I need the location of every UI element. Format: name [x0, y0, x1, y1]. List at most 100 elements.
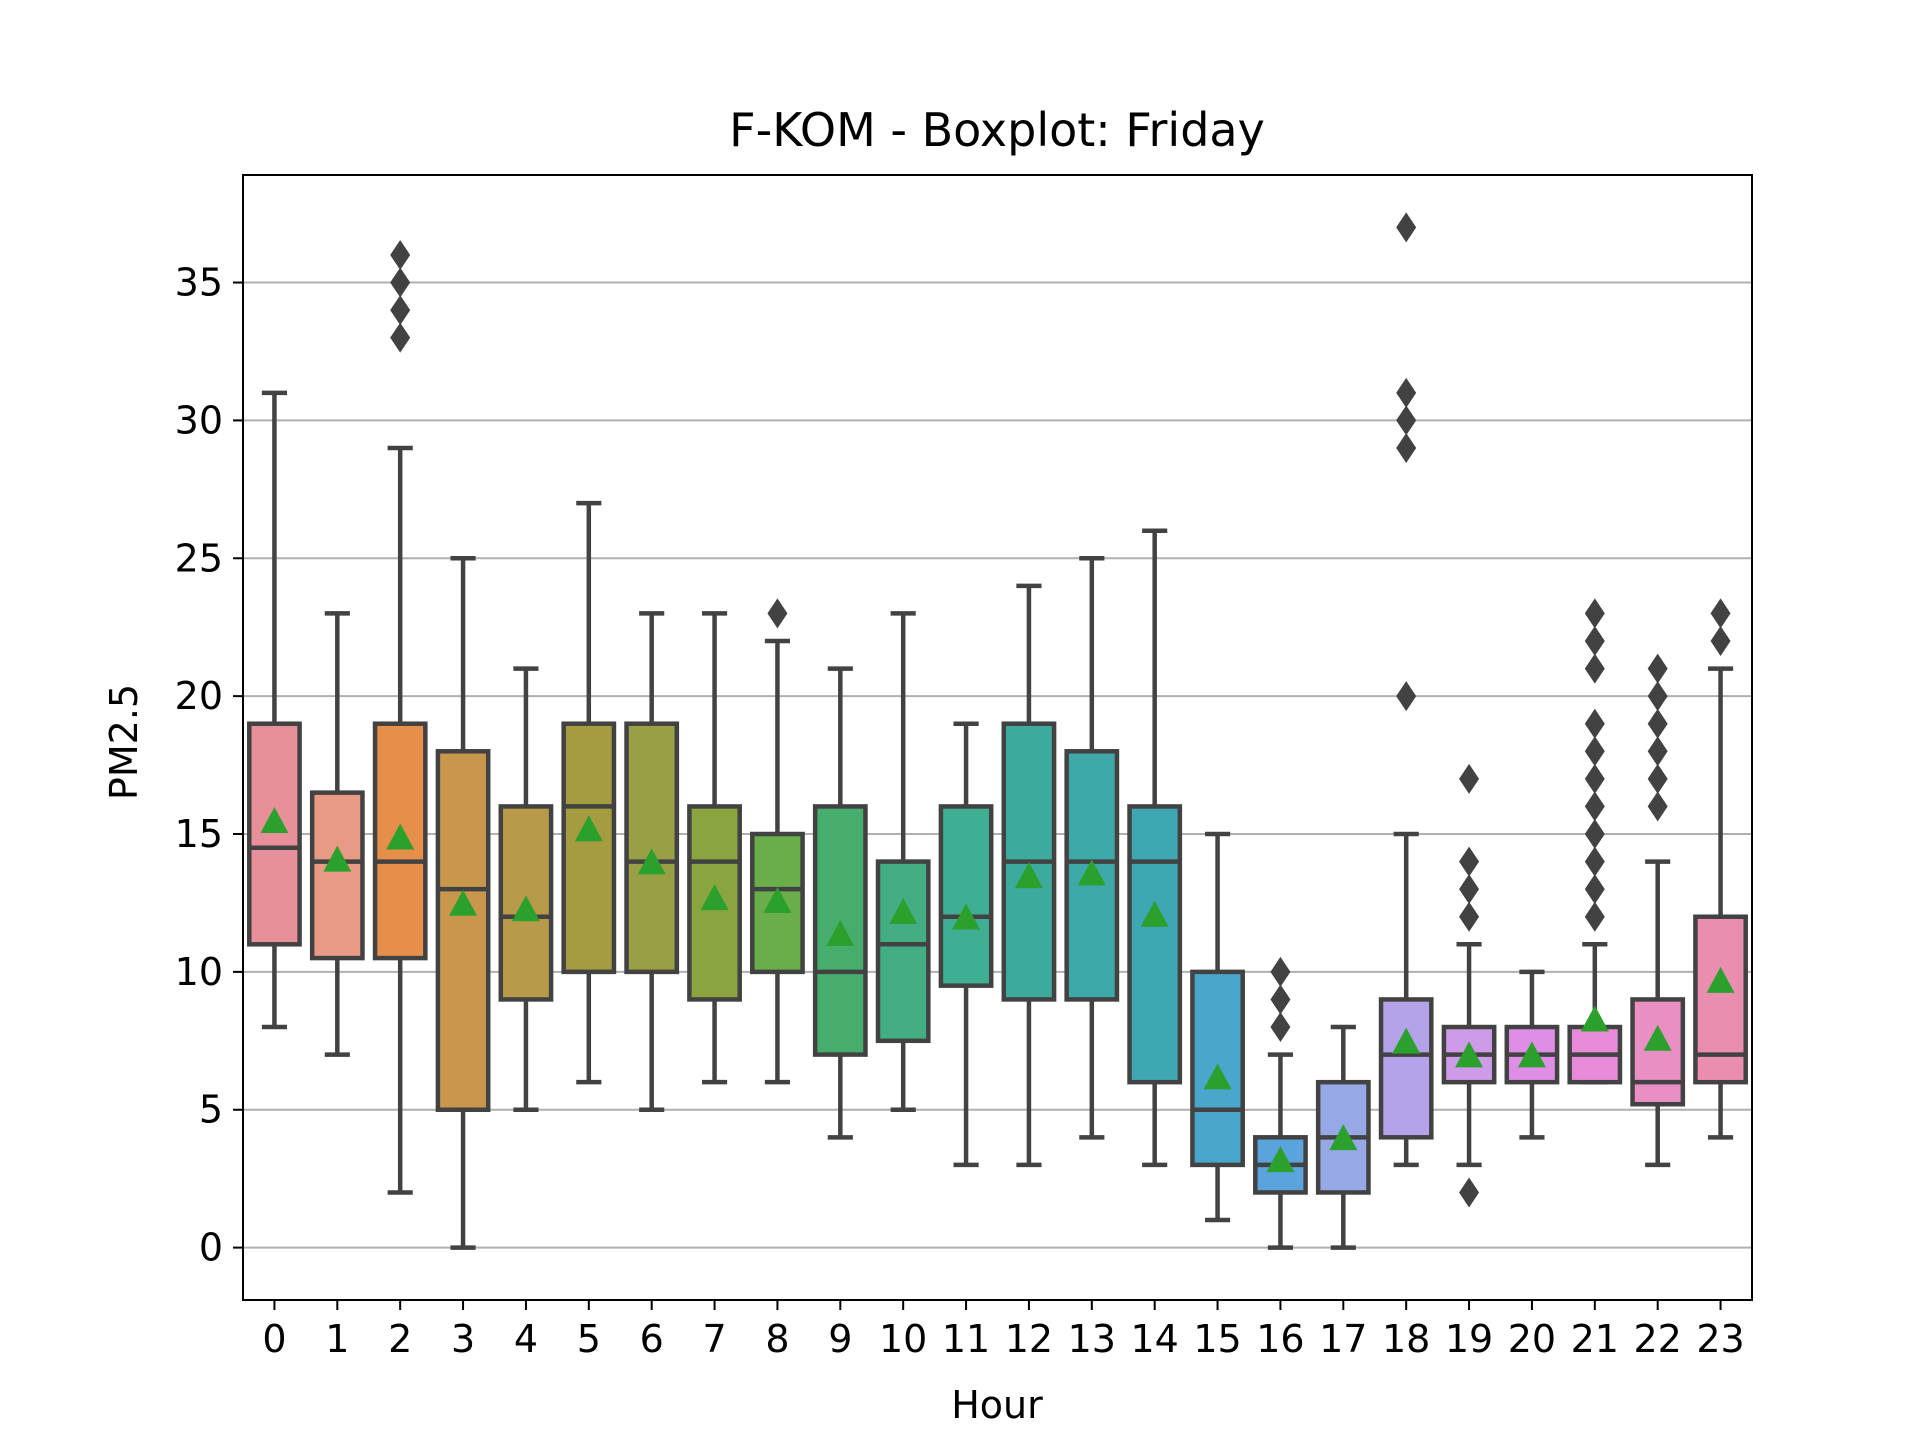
- mean-marker: [386, 823, 415, 850]
- x-tick-label: 21: [1571, 1317, 1619, 1361]
- outlier-point: [1584, 763, 1605, 794]
- mean-marker: [1077, 859, 1106, 886]
- iqr-box: [498, 804, 554, 1002]
- box-hour-15: [1190, 831, 1245, 1223]
- x-tick-label: 20: [1508, 1317, 1556, 1361]
- x-tick-label: 11: [942, 1317, 990, 1361]
- box-hour-19: [1441, 763, 1497, 1208]
- x-tick-label: 3: [451, 1317, 475, 1361]
- mean-marker: [952, 903, 981, 930]
- mean-marker: [1014, 862, 1043, 889]
- outlier-point: [1710, 598, 1731, 629]
- x-tick-label: 17: [1319, 1317, 1367, 1361]
- outlier-point: [1647, 791, 1668, 822]
- plot-frame: [242, 174, 1753, 1301]
- box-hour-12: [1001, 583, 1057, 1168]
- mean-marker: [763, 886, 792, 913]
- box-hour-4: [498, 666, 554, 1112]
- box-hour-21: [1567, 598, 1623, 1085]
- mean-marker: [1706, 966, 1735, 993]
- mean-marker: [323, 845, 352, 872]
- iqr-box: [435, 749, 491, 1112]
- iqr-box: [1378, 997, 1434, 1140]
- outlier-point: [1584, 819, 1605, 850]
- y-axis-label: PM2.5: [102, 684, 146, 800]
- y-tick-label: 5: [199, 1088, 223, 1132]
- mean-marker: [1140, 900, 1169, 927]
- outlier-point: [1270, 984, 1291, 1015]
- outlier-point: [767, 598, 788, 629]
- x-tick-label: 10: [879, 1317, 927, 1361]
- outlier-point: [1584, 708, 1605, 739]
- box-hour-10: [875, 611, 931, 1112]
- box-hour-6: [624, 611, 680, 1112]
- iqr-box: [687, 804, 742, 1002]
- mean-marker: [637, 848, 666, 875]
- iqr-box: [875, 859, 931, 1044]
- box-hour-5: [561, 500, 617, 1085]
- box-hour-23: [1693, 598, 1748, 1140]
- x-tick-label: 13: [1068, 1317, 1116, 1361]
- box-hour-14: [1127, 528, 1183, 1168]
- outlier-point: [390, 295, 411, 326]
- mean-marker: [1517, 1041, 1546, 1068]
- box-hour-11: [938, 721, 994, 1168]
- outlier-point: [1459, 874, 1480, 905]
- x-tick-label: 2: [388, 1317, 412, 1361]
- box-hour-0: [247, 390, 302, 1030]
- outlier-point: [390, 239, 411, 270]
- outlier-point: [1584, 598, 1605, 629]
- outlier-point: [1584, 791, 1605, 822]
- iqr-box: [247, 721, 302, 947]
- box-hour-8: [750, 598, 805, 1085]
- outlier-point: [1459, 901, 1480, 932]
- mean-marker: [889, 897, 918, 924]
- iqr-box: [1190, 969, 1245, 1168]
- mean-marker: [449, 889, 478, 916]
- mean-marker: [1392, 1027, 1421, 1054]
- outlier-point: [1459, 763, 1480, 794]
- box-hour-22: [1630, 653, 1686, 1168]
- x-tick-label: 9: [828, 1317, 852, 1361]
- y-tick-label: 20: [175, 674, 223, 718]
- box-hour-3: [435, 556, 491, 1250]
- iqr-box: [372, 721, 428, 961]
- outlier-point: [1647, 763, 1668, 794]
- mean-marker: [1643, 1024, 1672, 1051]
- iqr-box: [561, 721, 617, 975]
- outlier-point: [1396, 212, 1417, 243]
- outlier-point: [1396, 432, 1417, 463]
- iqr-box: [938, 804, 994, 988]
- x-tick-label: 12: [1005, 1317, 1053, 1361]
- outlier-point: [1584, 736, 1605, 767]
- outlier-point: [1647, 708, 1668, 739]
- x-tick-label: 1: [325, 1317, 349, 1361]
- x-tick-label: 23: [1696, 1317, 1744, 1361]
- outlier-point: [390, 322, 411, 353]
- iqr-box: [1630, 997, 1686, 1107]
- x-tick-label: 5: [577, 1317, 601, 1361]
- y-tick-label: 0: [199, 1226, 223, 1270]
- outlier-point: [1584, 874, 1605, 905]
- outlier-point: [1584, 901, 1605, 932]
- y-tick-label: 15: [175, 812, 223, 856]
- outlier-point: [1647, 736, 1668, 767]
- outlier-point: [1710, 625, 1731, 656]
- outlier-point: [1270, 1012, 1291, 1043]
- mean-marker: [826, 920, 855, 947]
- x-tick-label: 6: [640, 1317, 664, 1361]
- mean-marker: [260, 806, 289, 833]
- outlier-point: [1647, 681, 1668, 712]
- outlier-point: [1396, 377, 1417, 408]
- y-tick-label: 25: [175, 536, 223, 580]
- x-tick-label: 14: [1131, 1317, 1179, 1361]
- y-gridlines: [243, 281, 1752, 1249]
- x-tick-label: 16: [1256, 1317, 1304, 1361]
- mean-marker: [1266, 1146, 1295, 1173]
- mean-marker: [1455, 1041, 1484, 1068]
- mean-marker: [511, 895, 540, 922]
- outlier-point: [1584, 653, 1605, 684]
